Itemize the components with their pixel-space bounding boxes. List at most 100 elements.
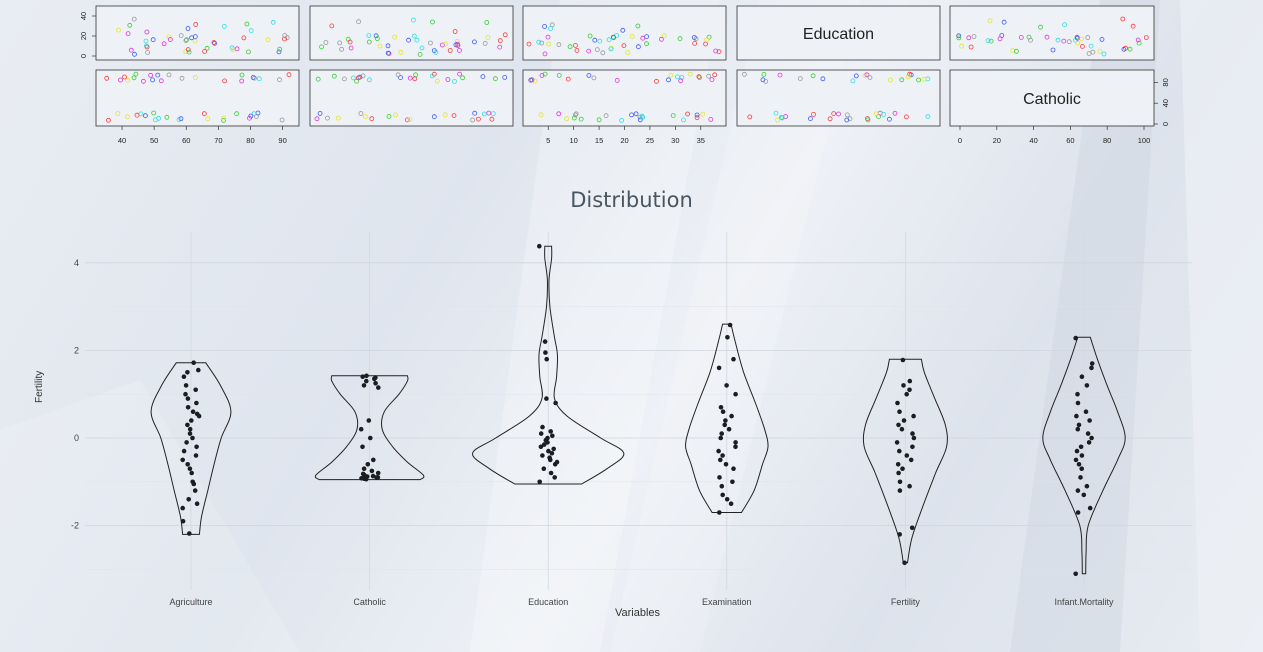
- matrix-point: [470, 117, 476, 123]
- matrix-point: [564, 116, 570, 122]
- matrix-x-tick-label: 70: [214, 136, 222, 145]
- violin-point: [730, 479, 735, 485]
- matrix-point: [1101, 51, 1107, 57]
- matrix-point: [212, 40, 218, 46]
- matrix-point: [128, 47, 134, 53]
- violin-shape: [314, 375, 425, 481]
- matrix-point: [239, 72, 245, 78]
- matrix-point: [603, 113, 609, 119]
- matrix-point: [681, 117, 686, 123]
- violin-point: [900, 357, 906, 363]
- matrix-point: [779, 115, 785, 121]
- matrix-x-tick-label: 60: [1066, 136, 1074, 145]
- matrix-point: [545, 34, 551, 40]
- matrix-point: [556, 42, 562, 48]
- violin-point: [540, 453, 545, 458]
- matrix-point: [116, 27, 121, 33]
- matrix-point: [1050, 47, 1056, 53]
- y-tick-label: 4: [74, 258, 79, 268]
- matrix-point: [155, 72, 161, 78]
- matrix-point: [614, 78, 620, 83]
- matrix-panel: [949, 69, 1155, 127]
- matrix-point: [106, 117, 111, 123]
- matrix-point: [277, 46, 283, 52]
- matrix-point: [201, 111, 207, 117]
- matrix-point: [484, 20, 490, 25]
- violin-point: [900, 466, 905, 472]
- matrix-panel: [522, 69, 727, 127]
- matrix-point: [573, 112, 578, 118]
- matrix-point: [245, 49, 251, 55]
- violin-point: [189, 418, 194, 423]
- matrix-point: [644, 34, 649, 39]
- matrix-point: [888, 77, 893, 83]
- violin-point: [546, 448, 551, 454]
- matrix-point: [775, 117, 780, 123]
- matrix-point: [528, 77, 534, 83]
- matrix-point: [956, 35, 962, 41]
- violin-point: [185, 396, 191, 401]
- violin-point: [1083, 409, 1089, 415]
- matrix-point: [363, 114, 368, 119]
- matrix-point: [779, 115, 784, 120]
- matrix-point: [666, 77, 671, 83]
- matrix-point: [966, 35, 972, 41]
- matrix-point: [221, 118, 227, 123]
- matrix-point: [482, 41, 488, 46]
- violin-point: [187, 466, 193, 472]
- matrix-point: [873, 111, 879, 117]
- matrix-panel: [522, 5, 727, 61]
- matrix-point: [156, 115, 162, 121]
- matrix-point: [185, 47, 191, 52]
- matrix-point: [556, 73, 562, 78]
- violin-point: [192, 488, 198, 493]
- matrix-point: [497, 44, 503, 50]
- matrix-y-tick-label: 0: [1161, 122, 1170, 126]
- violin-point: [719, 431, 724, 436]
- violin-point: [368, 435, 373, 441]
- violin-point: [552, 475, 557, 480]
- matrix-x-tick-label: 15: [595, 136, 603, 145]
- violin-point: [720, 409, 726, 415]
- violin-point: [902, 560, 907, 566]
- matrix-point: [339, 46, 345, 52]
- violin-point: [1075, 488, 1081, 493]
- matrix-point: [1062, 22, 1067, 28]
- scatter-matrix: Education Catholic 40 50 60 70 80 90 5 10 15 20 25 30…: [79, 5, 1170, 145]
- matrix-point: [1090, 49, 1096, 55]
- matrix-point: [122, 74, 127, 80]
- matrix-point: [867, 75, 873, 80]
- matrix-point: [1130, 23, 1136, 29]
- matrix-point: [865, 117, 871, 123]
- matrix-point: [539, 73, 545, 78]
- matrix-point: [282, 33, 288, 38]
- violin-point: [907, 378, 913, 384]
- matrix-point: [675, 74, 680, 80]
- violin-point: [550, 433, 555, 439]
- matrix-point: [234, 111, 240, 117]
- matrix-point: [204, 45, 210, 51]
- matrix-point: [1044, 34, 1050, 40]
- matrix-point: [451, 113, 457, 118]
- violin-shape: [150, 362, 232, 535]
- matrix-point: [452, 29, 458, 34]
- matrix-point: [997, 36, 1003, 42]
- matrix-point: [286, 72, 292, 78]
- matrix-point: [678, 78, 684, 84]
- violin-point: [1076, 422, 1082, 428]
- matrix-point: [205, 116, 211, 122]
- violin-point: [553, 400, 558, 406]
- violin-point: [731, 466, 736, 472]
- matrix-point: [411, 33, 417, 39]
- matrix-point: [899, 77, 905, 83]
- matrix-point: [244, 21, 250, 27]
- matrix-point: [985, 38, 991, 44]
- violin-point: [723, 462, 729, 467]
- violin-point: [190, 435, 195, 441]
- violin-point: [1084, 483, 1090, 489]
- violin-point: [896, 422, 901, 428]
- matrix-point: [635, 23, 641, 29]
- matrix-point: [430, 19, 435, 25]
- matrix-x-tick-label: 30: [671, 136, 679, 145]
- matrix-point: [925, 114, 931, 119]
